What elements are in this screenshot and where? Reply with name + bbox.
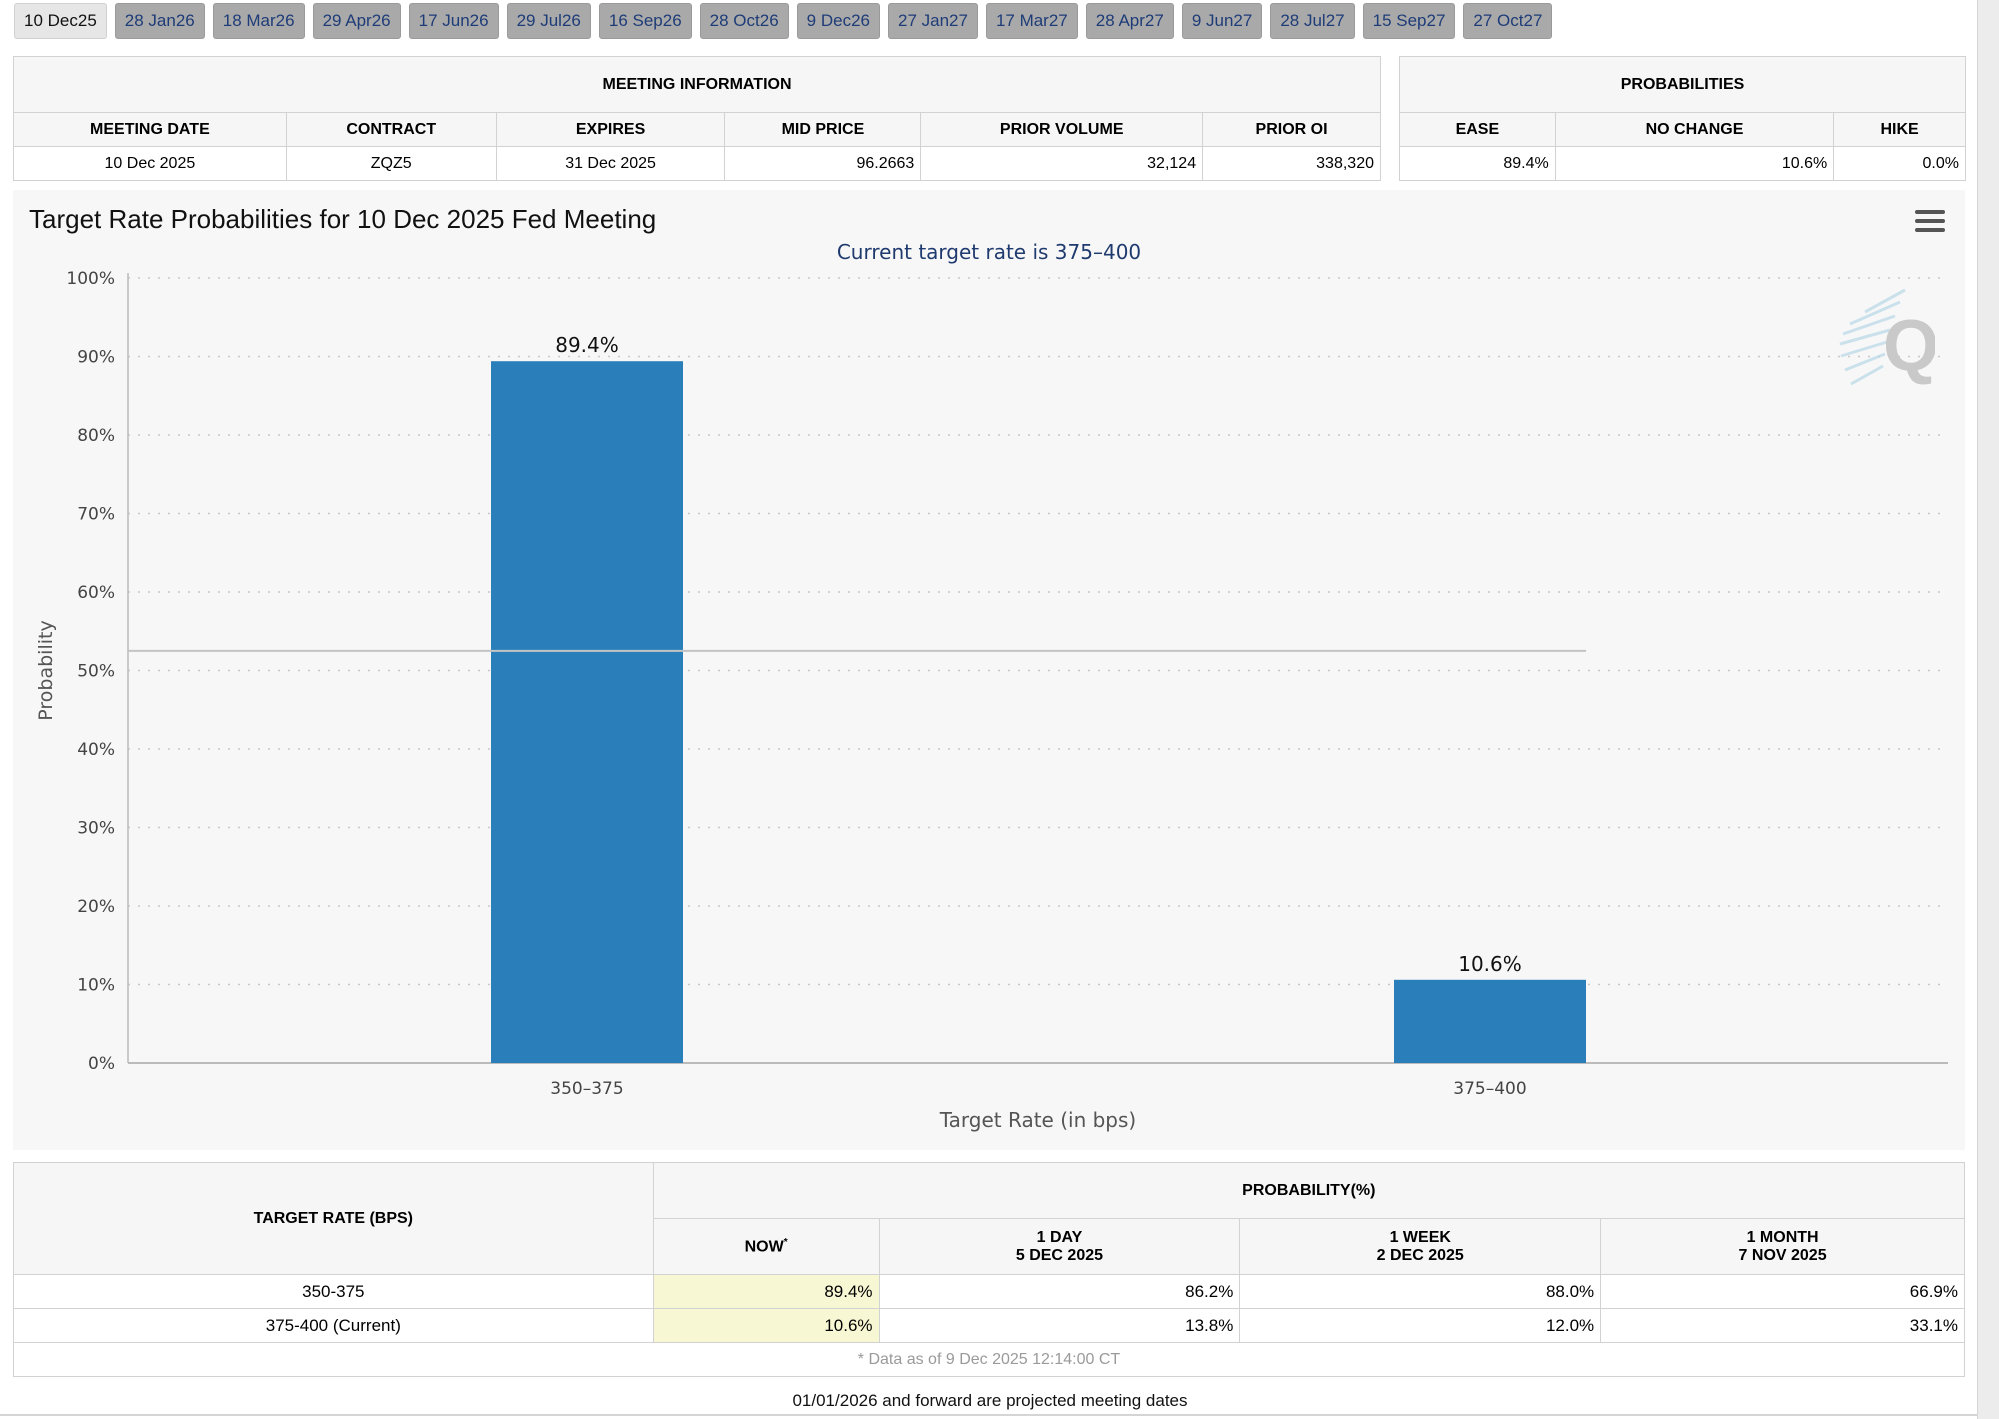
tab-29-jul26[interactable]: 29 Jul26	[506, 3, 591, 39]
tab-15-sep27[interactable]: 15 Sep27	[1362, 3, 1456, 39]
col-no-change: NO CHANGE	[1554, 112, 1835, 147]
one-week-value: 88.0%	[1239, 1274, 1602, 1309]
y-tick-label: 0%	[88, 1054, 115, 1074]
chart-title: Target Rate Probabilities for 10 Dec 202…	[29, 204, 657, 234]
no-change-value: 10.6%	[1554, 146, 1835, 181]
chart-panel: 0% 10% 20% 30% 40% 50% 60% 70% 80% 90% 100% Probabi…	[13, 190, 1965, 1150]
y-tick-label: 70%	[77, 505, 115, 525]
ease-value: 89.4%	[1399, 146, 1556, 181]
col-contract: CONTRACT	[285, 112, 497, 147]
x-tick-label: 375–400	[1453, 1079, 1526, 1099]
meeting-date-tabs: 10 Dec25 28 Jan26 18 Mar26 29 Apr26 17 J…	[14, 3, 1553, 39]
bar-data-label: 89.4%	[555, 333, 619, 357]
col-ease: EASE	[1399, 112, 1556, 147]
probabilities-title: PROBABILITIES	[1399, 56, 1966, 113]
y-tick-label: 50%	[77, 662, 115, 682]
data-timestamp-footnote: * Data as of 9 Dec 2025 12:14:00 CT	[13, 1342, 1965, 1377]
bar	[1394, 979, 1586, 1063]
chart-subtitle: Current target rate is 375–400	[836, 240, 1142, 264]
probabilities-table: PROBABILITIES EASE NO CHANGE HIKE 89.4% …	[1399, 56, 1966, 181]
rate-cell: 350-375	[13, 1274, 654, 1309]
x-tick-label: 350–375	[550, 1079, 623, 1099]
tab-29-apr26[interactable]: 29 Apr26	[312, 3, 401, 39]
now-value: 10.6%	[652, 1308, 880, 1343]
meeting-date-value: 10 Dec 2025	[13, 146, 287, 181]
tab-28-jan26[interactable]: 28 Jan26	[114, 3, 205, 39]
tab-9-dec26[interactable]: 9 Dec26	[796, 3, 880, 39]
tab-28-oct26[interactable]: 28 Oct26	[699, 3, 789, 39]
x-axis-label: Target Rate (in bps)	[939, 1108, 1136, 1132]
meeting-information-title: MEETING INFORMATION	[13, 56, 1381, 113]
chart-menu-icon[interactable]	[1915, 210, 1945, 236]
now-value: 89.4%	[652, 1274, 880, 1309]
col-prior-volume: PRIOR VOLUME	[920, 112, 1204, 147]
one-month-value: 33.1%	[1600, 1308, 1965, 1343]
tab-18-mar26[interactable]: 18 Mar26	[212, 3, 305, 39]
y-tick-label: 40%	[77, 740, 115, 760]
rate-cell: 375-400 (Current)	[13, 1308, 654, 1343]
scrollbar-track[interactable]	[1977, 0, 1999, 1419]
tab-17-mar27[interactable]: 17 Mar27	[985, 3, 1078, 39]
y-tick-label: 20%	[77, 897, 115, 917]
col-hike: HIKE	[1833, 112, 1966, 147]
watermark-logo: Q	[1839, 288, 1935, 386]
y-tick-label: 90%	[77, 348, 115, 368]
col-prior-oi: PRIOR OI	[1202, 112, 1381, 147]
probability-history-table: TARGET RATE (BPS) PROBABILITY(%) NOW* 1 …	[13, 1162, 1966, 1377]
col-now: NOW*	[652, 1218, 880, 1275]
mid-price-value: 96.2663	[724, 146, 922, 181]
contract-value: ZQZ5	[285, 146, 497, 181]
prior-oi-value: 338,320	[1202, 146, 1381, 181]
tab-16-sep26[interactable]: 16 Sep26	[598, 3, 692, 39]
col-1-month: 1 MONTH 7 NOV 2025	[1600, 1218, 1965, 1275]
projected-dates-note: 01/01/2026 and forward are projected mee…	[792, 1391, 1188, 1410]
col-1-day: 1 DAY 5 DEC 2025	[878, 1218, 1241, 1275]
prior-volume-value: 32,124	[920, 146, 1204, 181]
y-tick-label: 80%	[77, 426, 115, 446]
bar	[491, 361, 683, 1063]
table-row: 350-375 89.4% 86.2% 88.0% 66.9%	[13, 1274, 1965, 1309]
bar-data-label: 10.6%	[1458, 952, 1522, 976]
y-tick-label: 10%	[77, 976, 115, 996]
svg-text:Q: Q	[1883, 306, 1935, 386]
tab-9-jun27[interactable]: 9 Jun27	[1181, 3, 1263, 39]
one-week-value: 12.0%	[1239, 1308, 1602, 1343]
expires-value: 31 Dec 2025	[495, 146, 726, 181]
one-month-value: 66.9%	[1600, 1274, 1965, 1309]
col-1-week: 1 WEEK 2 DEC 2025	[1239, 1218, 1602, 1275]
one-day-value: 86.2%	[878, 1274, 1241, 1309]
col-meeting-date: MEETING DATE	[13, 112, 287, 147]
col-mid-price: MID PRICE	[724, 112, 922, 147]
target-rate-header: TARGET RATE (BPS)	[13, 1162, 654, 1275]
y-tick-label: 60%	[77, 583, 115, 603]
meeting-information-table: MEETING INFORMATION MEETING DATE CONTRAC…	[13, 56, 1381, 181]
col-expires: EXPIRES	[495, 112, 726, 147]
one-day-value: 13.8%	[878, 1308, 1241, 1343]
probability-bar-chart: 0% 10% 20% 30% 40% 50% 60% 70% 80% 90% 100% Probabi…	[35, 269, 1948, 1132]
y-axis-label: Probability	[35, 620, 57, 720]
tab-10-dec25[interactable]: 10 Dec25	[14, 3, 107, 39]
tab-28-apr27[interactable]: 28 Apr27	[1085, 3, 1174, 39]
probability-group-header: PROBABILITY(%)	[652, 1162, 1966, 1219]
tab-27-oct27[interactable]: 27 Oct27	[1463, 3, 1553, 39]
tab-27-jan27[interactable]: 27 Jan27	[887, 3, 978, 39]
tab-28-jul27[interactable]: 28 Jul27	[1270, 3, 1355, 39]
y-tick-label: 30%	[77, 819, 115, 839]
y-tick-label: 100%	[66, 269, 115, 289]
table-row: 375-400 (Current) 10.6% 13.8% 12.0% 33.1…	[13, 1308, 1965, 1343]
bottom-divider	[0, 1414, 1977, 1416]
hike-value: 0.0%	[1833, 146, 1966, 181]
tab-17-jun26[interactable]: 17 Jun26	[408, 3, 499, 39]
